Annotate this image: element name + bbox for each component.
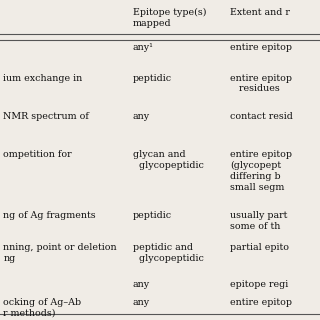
Text: peptidic and
  glycopeptidic: peptidic and glycopeptidic <box>133 243 204 263</box>
Text: contact resid: contact resid <box>230 112 293 121</box>
Text: any: any <box>133 112 150 121</box>
Text: epitope regi: epitope regi <box>230 280 289 289</box>
Text: peptidic: peptidic <box>133 74 172 83</box>
Text: NMR spectrum of: NMR spectrum of <box>3 112 89 121</box>
Text: any: any <box>133 280 150 289</box>
Text: ng of Ag fragments: ng of Ag fragments <box>3 211 96 220</box>
Text: nning, point or deletion
ng: nning, point or deletion ng <box>3 243 117 263</box>
Text: ocking of Ag–Ab
r methods): ocking of Ag–Ab r methods) <box>3 298 81 317</box>
Text: usually part
some of th: usually part some of th <box>230 211 288 231</box>
Text: entire epitop
   residues: entire epitop residues <box>230 74 292 93</box>
Text: entire epitop
(glycopept
differing b
small segm: entire epitop (glycopept differing b sma… <box>230 150 292 192</box>
Text: ium exchange in: ium exchange in <box>3 74 83 83</box>
Text: glycan and
  glycopeptidic: glycan and glycopeptidic <box>133 150 204 170</box>
Text: partial epito: partial epito <box>230 243 289 252</box>
Text: Extent and r: Extent and r <box>230 8 290 17</box>
Text: peptidic: peptidic <box>133 211 172 220</box>
Text: entire epitop: entire epitop <box>230 298 292 307</box>
Text: entire epitop: entire epitop <box>230 43 292 52</box>
Text: ompetition for: ompetition for <box>3 150 72 159</box>
Text: any¹: any¹ <box>133 43 154 52</box>
Text: any: any <box>133 298 150 307</box>
Text: Epitope type(s)
mapped: Epitope type(s) mapped <box>133 8 206 28</box>
